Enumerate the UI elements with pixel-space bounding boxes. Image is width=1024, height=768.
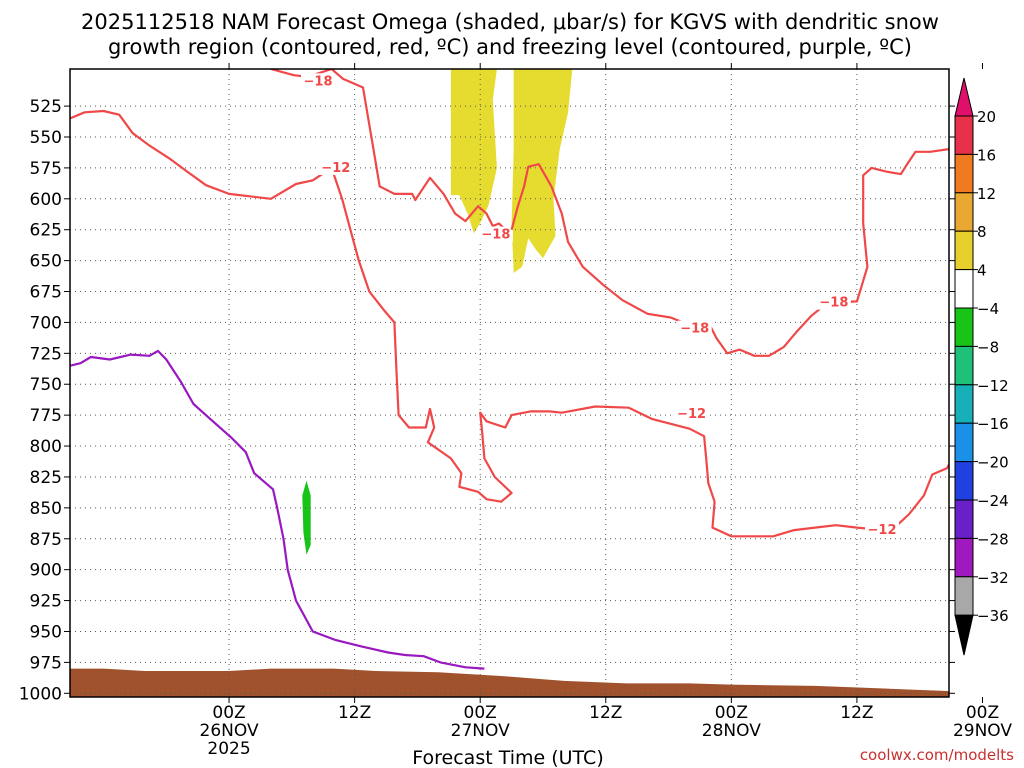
colorbar-label-8: −16	[977, 415, 1009, 433]
colorbar-swatch-1	[954, 153, 974, 194]
contour-label-minus-18-lower-0: −18	[680, 322, 709, 337]
x-tick-label-4-0: 00Z	[715, 703, 748, 723]
colorbar-label-7: −12	[977, 377, 1009, 395]
y-tick-label-975: 975	[30, 653, 62, 673]
plot-area: −18 −18 −18 −18 −12 −12 −12	[70, 69, 949, 697]
contour-label-bg-minus-18-upper-0	[301, 73, 336, 89]
credit-text[interactable]: coolwx.com/modelts	[860, 746, 1014, 764]
x-tick-label-0-1: 26NOV	[200, 721, 259, 741]
y-tick-label-700: 700	[30, 313, 62, 333]
x-tick-label-4-1: 28NOV	[702, 721, 761, 741]
chart-title-line-1: 2025112518 NAM Forecast Omega (shaded, μ…	[81, 10, 939, 34]
colorbar-label-10: −24	[977, 492, 1009, 510]
colorbar-swatch-7	[954, 384, 974, 424]
x-tick-label-2-1: 27NOV	[451, 721, 510, 741]
y-tick-label-850: 850	[30, 499, 62, 519]
colorbar-label-4: 4	[977, 262, 987, 280]
y-tick-label-800: 800	[30, 437, 62, 457]
plot-frame	[69, 68, 950, 698]
y-tick-label-950: 950	[30, 622, 62, 642]
contour-freezing-level	[70, 349, 485, 670]
omega-region-0	[450, 69, 497, 234]
x-tick-label-0-0: 00Z	[212, 703, 245, 723]
contour-label-bg-minus-18-upper-1	[478, 226, 513, 242]
colorbar-swatch-2	[954, 192, 974, 232]
contour-label-minus-18-upper-0: −18	[304, 74, 333, 89]
y-tick-label-600: 600	[30, 190, 62, 210]
colorbar-swatch-5	[954, 307, 974, 347]
x-axis-title: Forecast Time (UTC)	[412, 747, 603, 768]
y-tick-label-575: 575	[30, 159, 62, 179]
contour-label-minus-12-left-0: −12	[321, 161, 350, 176]
contour-label-bg-minus-18-lower-0	[677, 320, 712, 336]
y-tick-label-925: 925	[30, 592, 62, 612]
y-tick-label-775: 775	[30, 406, 62, 426]
contour-minus-18-lower	[510, 148, 949, 357]
y-tick-label-625: 625	[30, 221, 62, 241]
contour-label-bg-minus-12-right-0	[674, 405, 709, 421]
y-tick-label-900: 900	[30, 561, 62, 581]
y-tick-label-550: 550	[30, 128, 62, 148]
y-tick-label-675: 675	[30, 283, 62, 303]
contour-label-bg-minus-12-right-1	[865, 522, 900, 538]
colorbar-swatch-12	[954, 576, 974, 616]
colorbar-swatch-10	[954, 499, 974, 539]
colorbar-swatch-9	[954, 461, 974, 501]
colorbar-label-3: 8	[977, 223, 987, 241]
ground-terrain	[70, 668, 949, 697]
contour-label-minus-12-right-0: −12	[677, 407, 706, 422]
colorbar-swatch-3	[954, 230, 974, 271]
colorbar-swatch-11	[954, 537, 974, 578]
colorbar-label-12: −32	[977, 569, 1009, 587]
colorbar-label-0: 20	[977, 108, 996, 126]
y-tick-label-525: 525	[30, 97, 62, 117]
y-tick-label-750: 750	[30, 375, 62, 395]
axes: 525 550 575 600 625 650 675 700 725 750 775 800 825 8…	[19, 63, 1012, 759]
colorbar-swatch-6	[954, 345, 974, 386]
colorbar-label-6: −8	[977, 338, 999, 356]
contour-label-bg-minus-18-lower-1	[816, 294, 851, 310]
y-tick-label-875: 875	[30, 530, 62, 550]
x-tick-label-3-0: 12Z	[589, 703, 622, 723]
contour-label-bg-minus-12-left-0	[318, 159, 353, 175]
omega-region-2	[302, 480, 311, 555]
contour-label-minus-18-upper-1: −18	[481, 228, 510, 243]
x-tick-label-6-0: 00Z	[966, 703, 999, 723]
x-tick-label-1-0: 12Z	[338, 703, 371, 723]
contour-label-minus-12-right-1: −12	[868, 523, 897, 538]
x-tick-label-6-1: 29NOV	[953, 721, 1012, 741]
colorbar-label-5: −4	[977, 300, 999, 318]
contour-label-minus-18-lower-1: −18	[819, 296, 848, 311]
x-tick-label-2-0: 00Z	[464, 703, 497, 723]
x-tick-label-0-2: 2025	[207, 739, 250, 759]
colorbar-label-2: 12	[977, 185, 996, 203]
y-tick-label-825: 825	[30, 468, 62, 488]
contour-minus-12-right	[856, 462, 949, 532]
colorbar-label-1: 16	[977, 146, 996, 164]
chart-title-line-2: growth region (contoured, red, ºC) and f…	[108, 35, 912, 59]
x-tick-label-5-0: 12Z	[840, 703, 873, 723]
contour-minus-12-left	[70, 109, 858, 538]
colorbar-label-11: −28	[977, 530, 1009, 548]
y-tick-label-1000: 1000	[19, 684, 62, 704]
colorbar-swatch-0	[954, 115, 974, 155]
y-tick-label-650: 650	[30, 252, 62, 272]
colorbar-swatch-8	[954, 422, 974, 463]
y-tick-label-725: 725	[30, 344, 62, 364]
plot-clip-group: −18 −18 −18 −18 −12 −12 −12	[70, 69, 949, 697]
colorbar-bottom-arrow	[954, 614, 974, 656]
colorbar-swatch-4	[954, 269, 974, 309]
colorbar-label-9: −20	[977, 454, 1009, 472]
colorbar-top-arrow	[954, 77, 974, 117]
colorbar: 20 16 12 8 4 −4 −8 −12 −16 −20 −24 −28 −32 −36	[954, 77, 1009, 656]
colorbar-label-13: −36	[977, 607, 1009, 625]
